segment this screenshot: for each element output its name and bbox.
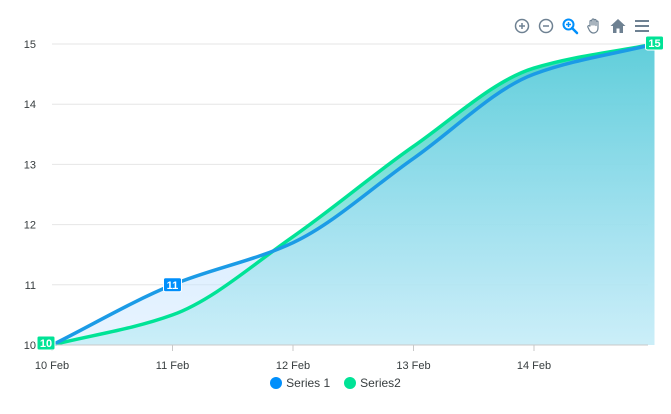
chart-legend: Series 1 Series2: [0, 376, 671, 390]
legend-item-series-1[interactable]: Series 1: [270, 376, 330, 390]
y-tick-label: 14: [24, 99, 36, 111]
chart-toolbar: [511, 15, 653, 37]
data-label: 10: [36, 335, 56, 351]
axes: 10 11 12 13 14 15 10 Feb 11 Feb 12 Feb 13 Feb 14 F…: [24, 39, 648, 372]
series-areas: [52, 44, 655, 345]
series-area-1: [52, 44, 655, 345]
data-label: 11: [163, 277, 182, 293]
x-tick-label: 11 Feb: [156, 360, 189, 372]
y-tick-label: 10: [24, 340, 36, 352]
y-tick-label: 13: [24, 159, 36, 171]
svg-text:11: 11: [167, 280, 179, 292]
y-tick-label: 12: [24, 220, 36, 232]
y-tick-label: 15: [24, 39, 36, 51]
series-line-1[interactable]: [50, 42, 657, 347]
x-tick-label: 13 Feb: [396, 360, 430, 372]
series-lines: [50, 42, 657, 347]
zoom-in-button[interactable]: [511, 15, 533, 37]
zoom-out-icon: [538, 18, 554, 34]
x-tick-label: 12 Feb: [276, 360, 310, 372]
legend-marker-series-2: [344, 377, 357, 389]
selection-zoom-icon: [562, 18, 579, 35]
y-tick-label: 11: [25, 280, 36, 292]
svg-text:15: 15: [648, 38, 660, 50]
legend-item-series-2[interactable]: Series2: [344, 376, 401, 390]
pan-button[interactable]: [583, 15, 605, 37]
x-tick-label: 14 Feb: [517, 360, 551, 372]
zoom-in-icon: [514, 18, 530, 34]
legend-label: Series2: [360, 376, 401, 390]
data-label: 15: [645, 35, 664, 51]
pan-hand-icon: [587, 18, 599, 34]
reset-home-icon: [610, 19, 626, 33]
menu-button[interactable]: [631, 15, 653, 37]
zoom-out-button[interactable]: [535, 15, 557, 37]
selection-zoom-button[interactable]: [559, 15, 581, 37]
series-line-2[interactable]: [50, 42, 657, 347]
legend-marker-series-1: [270, 377, 283, 389]
menu-icon: [635, 20, 649, 32]
x-tick-label: 10 Feb: [35, 360, 69, 372]
data-labels: 11101015: [36, 35, 664, 351]
legend-label: Series 1: [286, 376, 331, 390]
svg-text:10: 10: [40, 338, 52, 350]
reset-zoom-button[interactable]: [607, 15, 629, 37]
